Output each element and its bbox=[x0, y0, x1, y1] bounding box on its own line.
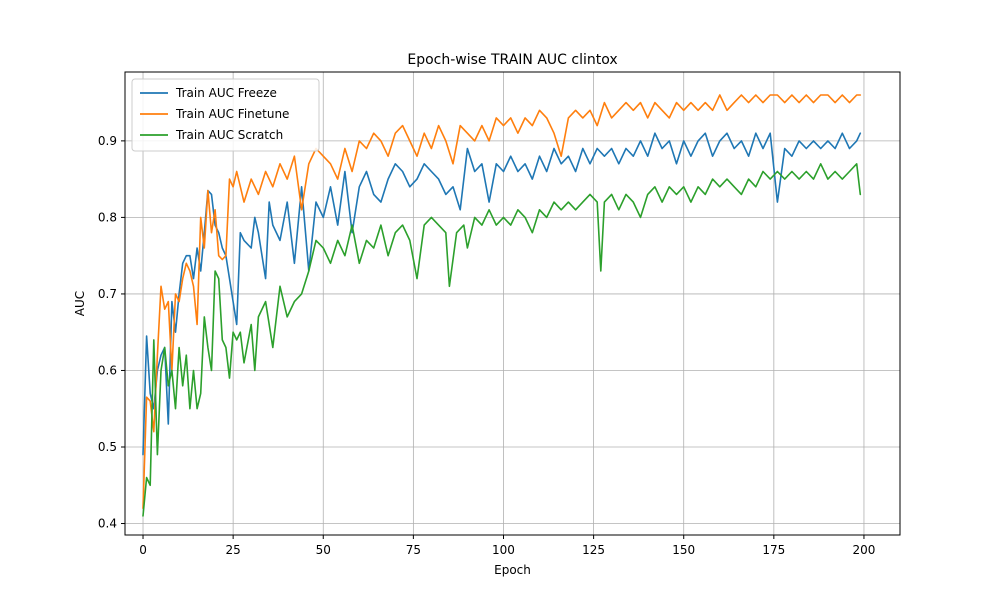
legend-label: Train AUC Finetune bbox=[175, 107, 289, 121]
plot-frame bbox=[124, 71, 901, 536]
y-axis-ticks: 0.4 0.5 0.6 0.7 0.8 0.9 bbox=[98, 134, 125, 531]
x-tick-label: 75 bbox=[406, 543, 421, 557]
y-tick-label: 0.9 bbox=[98, 134, 117, 148]
y-tick-label: 0.6 bbox=[98, 363, 117, 377]
x-tick-label: 25 bbox=[225, 543, 240, 557]
series-line-1 bbox=[142, 132, 862, 456]
x-tick-label: 0 bbox=[139, 543, 147, 557]
grid bbox=[125, 72, 900, 535]
x-tick-label: 200 bbox=[853, 543, 876, 557]
legend: Train AUC Freeze Train AUC Finetune Train … bbox=[131, 78, 320, 152]
x-axis-title: Epoch bbox=[494, 563, 531, 577]
y-tick-label: 0.8 bbox=[98, 210, 117, 224]
y-tick-label: 0.7 bbox=[98, 287, 117, 301]
y-tick-label: 0.5 bbox=[98, 440, 117, 454]
x-tick-label: 150 bbox=[672, 543, 695, 557]
y-tick-label: 0.4 bbox=[98, 517, 117, 531]
plot-lines bbox=[142, 94, 862, 517]
x-axis-ticks: 0 25 50 75 100 125 150 175 200 bbox=[139, 535, 875, 557]
legend-label: Train AUC Freeze bbox=[175, 86, 277, 100]
series-line-3 bbox=[142, 163, 862, 517]
legend-box bbox=[131, 78, 320, 152]
y-axis-title: AUC bbox=[73, 291, 87, 316]
chart-title: Epoch-wise TRAIN AUC clintox bbox=[407, 52, 617, 68]
legend-label: Train AUC Scratch bbox=[175, 128, 283, 142]
x-tick-label: 50 bbox=[316, 543, 331, 557]
x-tick-label: 125 bbox=[582, 543, 605, 557]
series-line-2 bbox=[142, 94, 862, 510]
x-tick-label: 175 bbox=[762, 543, 785, 557]
x-tick-label: 100 bbox=[492, 543, 515, 557]
